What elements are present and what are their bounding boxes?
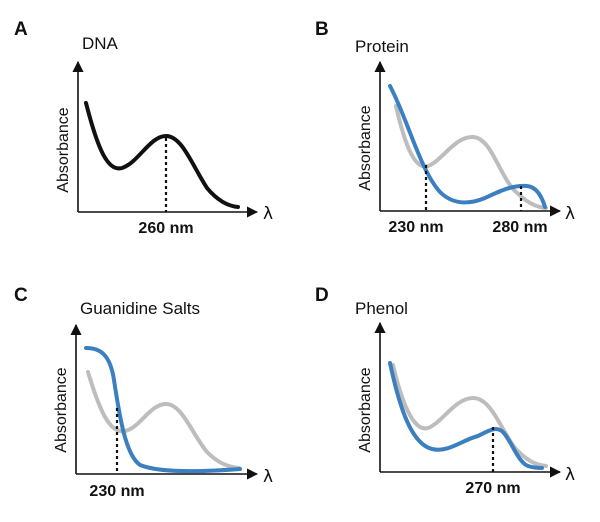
series-line-dna-reference-c xyxy=(86,370,241,470)
series-line-dna-reference-d xyxy=(391,363,548,468)
series-line-guanidine-salts xyxy=(84,346,242,474)
series-line-protein xyxy=(388,84,547,209)
panel-b: B Protein Absorbance λ 230 nm 280 nm xyxy=(315,19,575,236)
x-axis-label-c: λ xyxy=(263,467,273,487)
y-axis-label-b: Absorbance xyxy=(357,105,374,190)
panel-title-a: DNA xyxy=(82,34,119,53)
series-line-phenol xyxy=(388,361,544,470)
series-line-dna-reference-b xyxy=(394,104,548,210)
panel-title-b: Protein xyxy=(355,37,409,56)
marker-label-280nm: 280 nm xyxy=(492,219,547,236)
panel-letter-a: A xyxy=(14,19,28,40)
panel-a: A DNA Absorbance λ 260 nm xyxy=(14,19,273,237)
y-axis-label-c: Absorbance xyxy=(53,367,70,452)
marker-label-230nm-b: 230 nm xyxy=(388,219,443,236)
marker-label-260nm: 260 nm xyxy=(138,220,193,237)
panel-letter-c: C xyxy=(14,285,28,306)
panel-c: C Guanidine Salts Absorbance λ 230 nm xyxy=(14,285,273,500)
panel-title-d: Phenol xyxy=(355,299,408,318)
y-axis-label-a: Absorbance xyxy=(55,107,72,192)
panel-letter-d: D xyxy=(315,285,329,306)
panel-title-c: Guanidine Salts xyxy=(80,299,200,318)
series-line-dna xyxy=(84,101,240,209)
panel-letter-b: B xyxy=(315,19,329,40)
y-axis-label-d: Absorbance xyxy=(357,367,374,452)
x-axis-label-b: λ xyxy=(565,204,575,224)
x-axis-label-d: λ xyxy=(565,465,575,485)
panel-d: D Phenol Absorbance λ 270 nm xyxy=(315,285,575,497)
x-axis-label-a: λ xyxy=(263,204,273,224)
marker-label-230nm-c: 230 nm xyxy=(89,483,144,500)
marker-label-270nm: 270 nm xyxy=(465,480,520,497)
